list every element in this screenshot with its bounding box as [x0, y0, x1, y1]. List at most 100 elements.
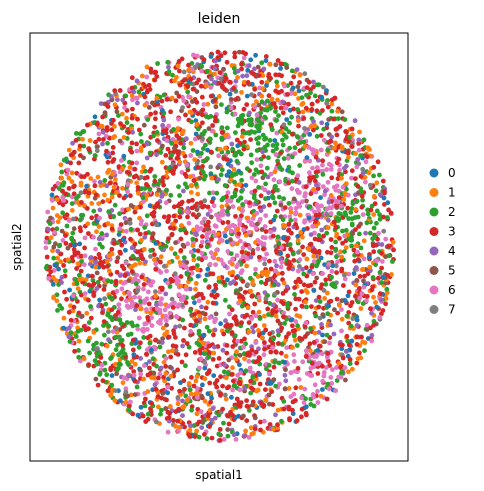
- point-cluster-3: [274, 208, 280, 214]
- point-cluster-3: [145, 416, 151, 422]
- point-cluster-0: [237, 362, 242, 368]
- point-cluster-6: [321, 370, 327, 375]
- point-cluster-0: [193, 131, 199, 137]
- point-cluster-6: [253, 225, 259, 231]
- point-cluster-5: [361, 278, 366, 284]
- point-cluster-6: [268, 171, 274, 177]
- point-cluster-5: [236, 49, 242, 55]
- point-cluster-1: [353, 207, 359, 212]
- point-cluster-1: [75, 286, 81, 291]
- point-cluster-1: [113, 361, 118, 367]
- point-cluster-3: [176, 59, 182, 64]
- point-cluster-0: [109, 373, 115, 378]
- point-cluster-6: [319, 203, 324, 209]
- point-cluster-2: [254, 199, 259, 204]
- point-cluster-6: [159, 296, 165, 302]
- point-cluster-3: [142, 84, 148, 89]
- point-cluster-6: [117, 226, 123, 231]
- point-cluster-3: [104, 102, 110, 108]
- point-cluster-3: [195, 165, 201, 170]
- point-cluster-0: [49, 192, 55, 198]
- point-cluster-6: [241, 55, 247, 61]
- point-cluster-3: [236, 231, 242, 237]
- point-cluster-0: [271, 217, 277, 223]
- legend-marker-3: [429, 227, 439, 236]
- point-cluster-6: [219, 238, 225, 243]
- point-cluster-6: [233, 437, 239, 442]
- point-cluster-5: [79, 313, 85, 319]
- point-cluster-3: [223, 74, 228, 80]
- point-cluster-6: [273, 152, 279, 157]
- point-cluster-6: [155, 306, 160, 312]
- point-cluster-3: [309, 107, 315, 112]
- point-cluster-3: [343, 129, 349, 134]
- point-cluster-6: [82, 253, 88, 259]
- point-cluster-2: [233, 130, 238, 136]
- point-cluster-3: [261, 402, 267, 408]
- point-cluster-3: [109, 307, 115, 313]
- point-cluster-6: [188, 249, 194, 255]
- point-cluster-2: [124, 320, 130, 325]
- point-cluster-3: [346, 342, 352, 348]
- point-cluster-7: [154, 419, 159, 425]
- point-cluster-4: [160, 123, 166, 128]
- point-cluster-4: [147, 359, 152, 364]
- point-cluster-3: [121, 195, 127, 201]
- point-cluster-3: [210, 357, 216, 362]
- point-cluster-3: [148, 370, 153, 376]
- point-cluster-1: [304, 256, 310, 262]
- point-cluster-1: [174, 74, 179, 80]
- point-cluster-1: [166, 260, 172, 265]
- point-cluster-1: [180, 150, 186, 156]
- point-cluster-3: [161, 128, 166, 134]
- point-cluster-7: [106, 329, 111, 335]
- point-cluster-3: [332, 95, 338, 101]
- point-cluster-1: [259, 335, 265, 341]
- point-cluster-6: [214, 247, 220, 253]
- point-cluster-6: [349, 175, 354, 181]
- point-cluster-1: [290, 345, 295, 350]
- point-cluster-2: [357, 231, 362, 237]
- point-cluster-1: [231, 167, 237, 172]
- point-cluster-2: [59, 169, 65, 175]
- point-cluster-4: [300, 266, 305, 272]
- point-cluster-3: [207, 380, 213, 386]
- point-cluster-0: [97, 297, 102, 303]
- point-cluster-0: [244, 93, 250, 99]
- point-cluster-3: [83, 188, 88, 194]
- point-cluster-5: [267, 401, 272, 407]
- point-cluster-1: [253, 376, 259, 382]
- point-cluster-1: [360, 266, 366, 272]
- point-cluster-2: [206, 328, 212, 334]
- point-cluster-1: [69, 170, 75, 176]
- point-cluster-2: [168, 192, 174, 198]
- point-cluster-3: [275, 422, 280, 428]
- point-cluster-7: [125, 178, 131, 184]
- point-cluster-7: [302, 71, 308, 77]
- point-cluster-4: [308, 232, 314, 238]
- point-cluster-7: [262, 261, 267, 267]
- point-cluster-1: [55, 255, 60, 261]
- point-cluster-3: [91, 293, 97, 298]
- point-cluster-4: [316, 330, 322, 335]
- point-cluster-2: [232, 190, 238, 196]
- point-cluster-3: [86, 362, 91, 367]
- point-cluster-3: [73, 138, 79, 143]
- point-cluster-0: [320, 332, 325, 338]
- point-cluster-3: [303, 410, 309, 416]
- point-cluster-1: [69, 208, 75, 213]
- point-cluster-3: [270, 310, 275, 316]
- point-cluster-1: [70, 308, 76, 314]
- point-cluster-6: [321, 373, 327, 379]
- point-cluster-2: [163, 244, 169, 249]
- point-cluster-1: [120, 166, 125, 172]
- point-cluster-7: [263, 296, 269, 302]
- point-cluster-1: [91, 330, 97, 335]
- point-cluster-3: [153, 116, 158, 122]
- point-cluster-3: [183, 112, 188, 118]
- point-cluster-3: [291, 74, 297, 80]
- point-cluster-2: [142, 225, 148, 230]
- point-cluster-2: [88, 304, 93, 309]
- point-cluster-1: [205, 101, 211, 107]
- point-cluster-3: [192, 312, 197, 317]
